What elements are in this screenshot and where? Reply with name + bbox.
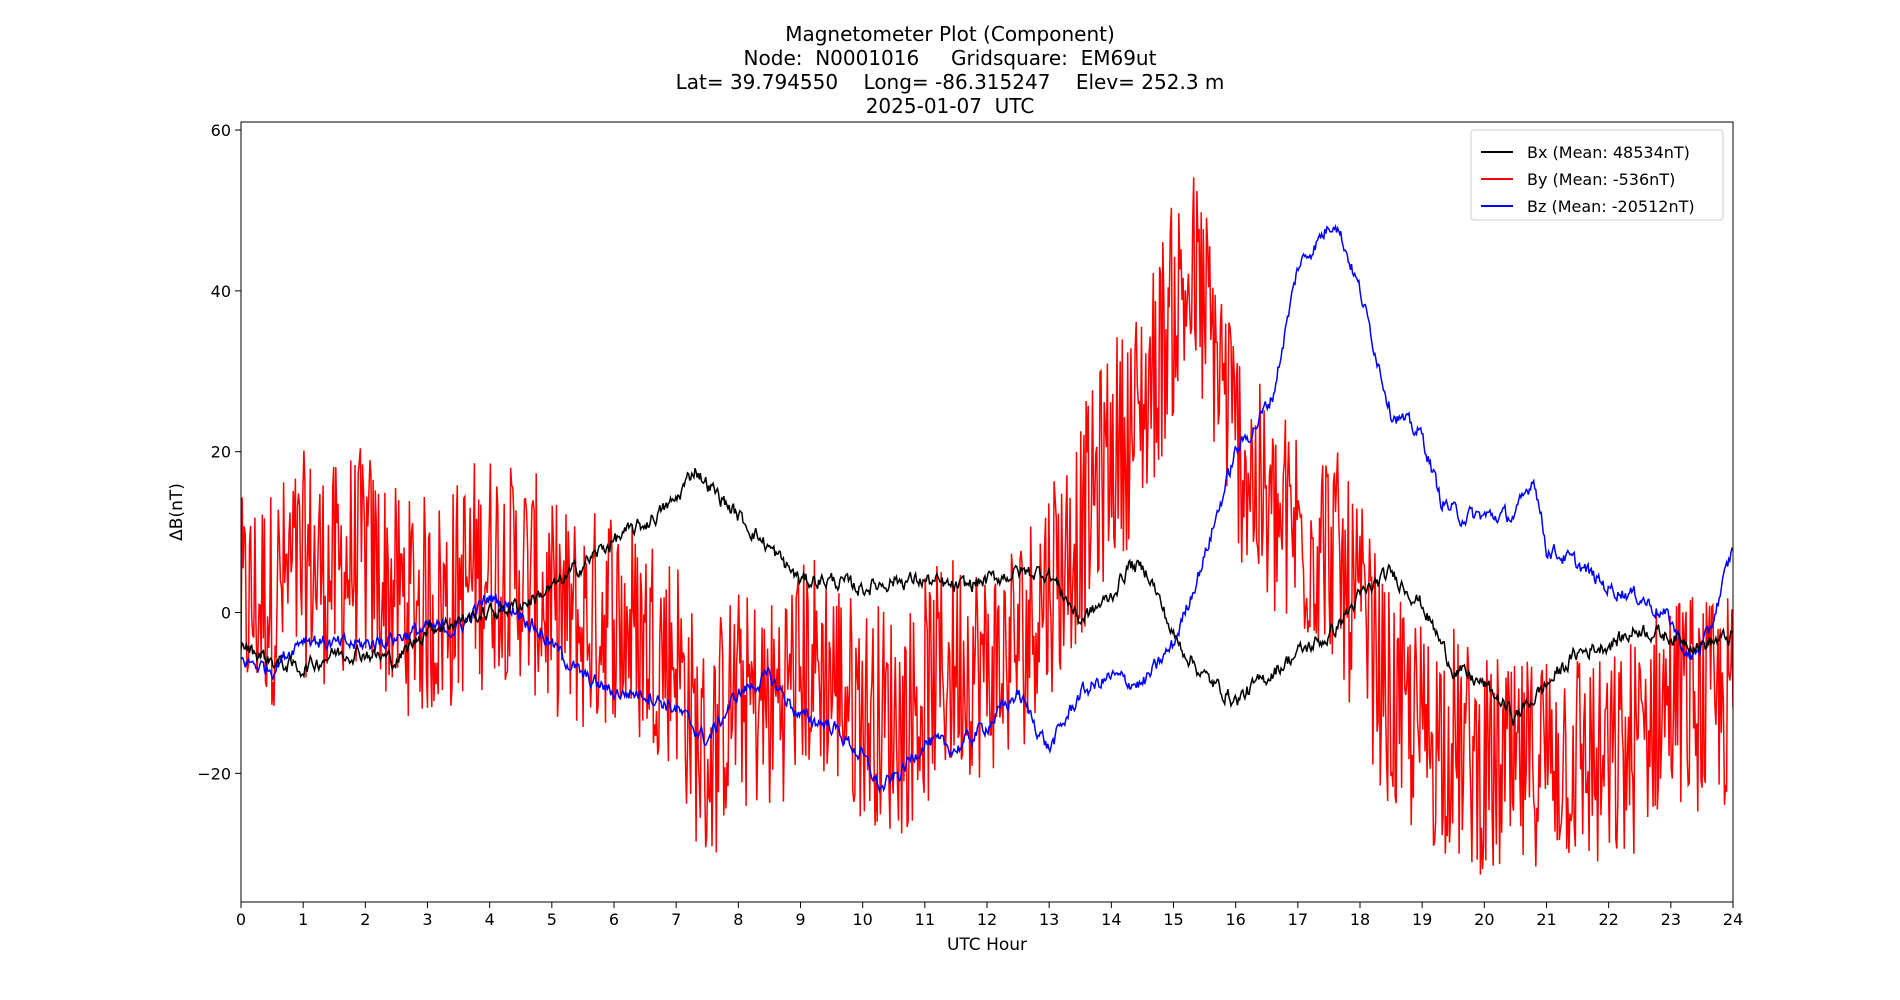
node-info: Node: N0001016 Gridsquare: EM69ut [743,46,1157,70]
x-tick-label: 21 [1536,910,1556,929]
x-tick-label: 18 [1350,910,1370,929]
x-tick-label: 0 [236,910,246,929]
x-tick-label: 17 [1288,910,1308,929]
x-tick-label: 20 [1474,910,1494,929]
x-tick-label: 15 [1163,910,1183,929]
legend-box [1470,129,1724,221]
chart-title: Magnetometer Plot (Component) [785,22,1115,46]
x-tick-label: 13 [1039,910,1059,929]
y-tick-label: 60 [211,121,231,140]
y-tick-label: 40 [211,282,231,301]
y-axis-label: ΔB(nT) [167,483,187,541]
y-tick-label: −20 [197,764,231,783]
y-tick-label: 0 [221,604,231,623]
x-tick-label: 5 [547,910,557,929]
x-tick-label: 16 [1225,910,1245,929]
x-tick-label: 7 [671,910,681,929]
x-tick-label: 10 [852,910,872,929]
x-tick-label: 3 [422,910,432,929]
x-tick-label: 14 [1101,910,1121,929]
legend: Bx (Mean: 48534nT) By (Mean: -536nT) Bz (M… [1470,129,1724,221]
x-tick-label: 24 [1723,910,1743,929]
x-tick-label: 22 [1598,910,1618,929]
series-line-by [241,177,1733,875]
x-tick-label: 4 [485,910,495,929]
x-tick-label: 2 [360,910,370,929]
legend-label-by: By (Mean: -536nT) [1527,170,1675,189]
x-tick-label: 6 [609,910,619,929]
legend-label-bz: Bz (Mean: -20512nT) [1527,197,1695,216]
y-tick-label: 20 [211,443,231,462]
series-line-bz [241,223,1733,794]
x-tick-label: 9 [795,910,805,929]
series-line-bx [241,467,1733,726]
x-tick-label: 1 [298,910,308,929]
location-info: Lat= 39.794550 Long= -86.315247 Elev= 25… [675,70,1225,94]
legend-label-bx: Bx (Mean: 48534nT) [1527,143,1690,162]
chart-title-block: Magnetometer Plot (Component) Node: N000… [0,22,1900,118]
x-axis-label: UTC Hour [947,935,1027,955]
date-info: 2025-01-07 UTC [865,94,1035,118]
x-tick-label: 8 [733,910,743,929]
x-tick-label: 19 [1412,910,1432,929]
x-tick-label: 23 [1661,910,1681,929]
x-tick-label: 11 [915,910,935,929]
x-tick-label: 12 [977,910,997,929]
